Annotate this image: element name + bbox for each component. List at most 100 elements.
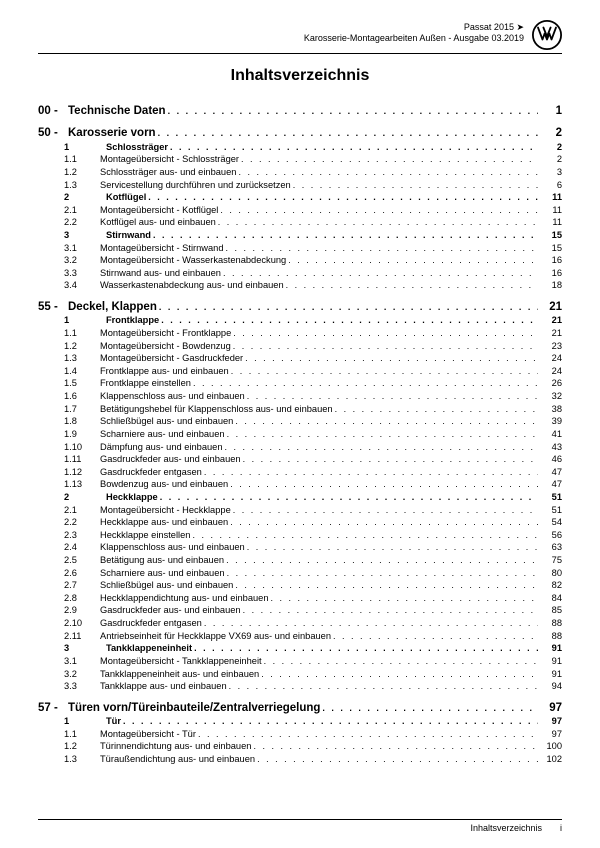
toc-sub-page: 2 [538, 142, 562, 154]
toc-subsub-label: Klappenschloss aus- und einbauen [100, 542, 247, 554]
toc-subsub-label: Tankklappe aus- und einbauen [100, 681, 229, 693]
toc-sub-row: 1Frontklappe21 [38, 315, 562, 327]
toc-subsub-row: 2.2Kotflügel aus- und einbauen11 [38, 217, 562, 229]
toc-dots [225, 442, 539, 453]
toc-subsub-row: 1.3Türaußendichtung aus- und einbauen102 [38, 754, 562, 766]
toc-subsub-num: 2.3 [38, 530, 100, 542]
toc-chapter-num: 50 - [38, 126, 68, 140]
toc-subsub-num: 3.2 [38, 669, 100, 681]
toc-subsub-label: Montageübersicht - Bowdenzug [100, 341, 233, 353]
toc-subsub-label: Gasdruckfeder aus- und einbauen [100, 454, 243, 466]
toc-subsub-row: 1.3Servicestellung durchführen und zurüc… [38, 180, 562, 192]
toc-subsub-num: 3.1 [38, 243, 100, 255]
toc-subsub-row: 1.6Klappenschloss aus- und einbauen32 [38, 391, 562, 403]
toc-subsub-row: 1.10Dämpfung aus- und einbauen43 [38, 442, 562, 454]
toc-subsub-page: 43 [538, 442, 562, 454]
header-model-line: Passat 2015 ➤ [304, 22, 524, 33]
toc-sub-row: 3Stirnwand15 [38, 230, 562, 242]
toc-subsub-num: 2.9 [38, 605, 100, 617]
toc-subsub-label: Stirnwand aus- und einbauen [100, 268, 223, 280]
toc-subsub-num: 2.1 [38, 505, 100, 517]
toc-subsub-row: 2.7Schließbügel aus- und einbauen82 [38, 580, 562, 592]
toc-subsub-num: 1.8 [38, 416, 100, 428]
toc-subsub-num: 1.13 [38, 479, 100, 491]
toc-subsub-label: Montageübersicht - Tankklappeneinheit [100, 656, 264, 668]
toc-subsub-label: Schließbügel aus- und einbauen [100, 416, 235, 428]
toc-sub-row: 2Kotflügel11 [38, 192, 562, 204]
toc-dots [168, 106, 538, 117]
toc-dots [257, 754, 538, 765]
toc-subsub-label: Frontklappe aus- und einbauen [100, 366, 231, 378]
toc-subsub-num: 1.7 [38, 404, 100, 416]
toc-subsub-row: 1.1Montageübersicht - Schlossträger2 [38, 154, 562, 166]
toc-dots [227, 429, 538, 440]
toc-dots [226, 555, 538, 566]
toc-sub-num: 3 [38, 643, 106, 655]
toc-subsub-num: 2.8 [38, 593, 100, 605]
toc-subsub-num: 1.2 [38, 167, 100, 179]
toc-subsub-num: 2.7 [38, 580, 100, 592]
toc-dots [261, 669, 538, 680]
toc-chapter-row: 00 -Technische Daten1 [38, 104, 562, 118]
toc-chapter-page: 21 [538, 300, 562, 314]
toc-subsub-num: 1.2 [38, 741, 100, 753]
toc-dots [333, 631, 538, 642]
toc-subsub-num: 3.1 [38, 656, 100, 668]
toc-chapter-label: Türen vorn/Türeinbauteile/Zentralverrieg… [68, 701, 322, 715]
toc-subsub-page: 16 [538, 255, 562, 267]
toc-sub-row: 3Tankklappeneinheit91 [38, 643, 562, 655]
toc-dots [123, 716, 538, 727]
toc-subsub-label: Montageübersicht - Kotflügel [100, 205, 220, 217]
toc-subsub-page: 82 [538, 580, 562, 592]
toc-subsub-row: 2.6Scharniere aus- und einbauen80 [38, 568, 562, 580]
toc-subsub-row: 1.1Montageübersicht - Frontklappe21 [38, 328, 562, 340]
toc-subsub-row: 2.9Gasdruckfeder aus- und einbauen85 [38, 605, 562, 617]
toc-subsub-page: 2 [538, 154, 562, 166]
toc-chapter-label: Technische Daten [68, 104, 168, 118]
toc-subsub-num: 1.4 [38, 366, 100, 378]
toc-dots [231, 366, 538, 377]
toc-dots [243, 605, 538, 616]
toc-chapter-num: 55 - [38, 300, 68, 314]
toc-subsub-label: Montageübersicht - Gasdruckfeder [100, 353, 245, 365]
toc-subsub-num: 2.11 [38, 631, 100, 643]
toc-subsub-num: 2.2 [38, 517, 100, 529]
toc-sub-label: Kotflügel [106, 192, 148, 204]
toc-subsub-page: 6 [538, 180, 562, 192]
toc-subsub-row: 2.8Heckklappendichtung aus- und einbauen… [38, 593, 562, 605]
toc-dots [218, 217, 538, 228]
toc-subsub-page: 54 [538, 517, 562, 529]
toc-sub-num: 3 [38, 230, 106, 242]
toc-subsub-row: 2.1Montageübersicht - Kotflügel11 [38, 205, 562, 217]
toc-sub-label: Tankklappeneinheit [106, 643, 194, 655]
toc-sub-num: 2 [38, 192, 106, 204]
toc-subsub-page: 23 [538, 341, 562, 353]
toc-subsub-page: 38 [538, 404, 562, 416]
toc-chapter-page: 1 [538, 104, 562, 118]
toc-subsub-num: 2.4 [38, 542, 100, 554]
toc-dots [153, 230, 538, 241]
toc-sub-page: 97 [538, 716, 562, 728]
toc-subsub-label: Tankklappeneinheit aus- und einbauen [100, 669, 261, 681]
toc-subsub-page: 11 [538, 217, 562, 229]
toc-subsub-num: 1.6 [38, 391, 100, 403]
toc-subsub-label: Heckklappe einstellen [100, 530, 192, 542]
toc-subsub-label: Servicestellung durchführen und zurückse… [100, 180, 293, 192]
toc-subsub-label: Scharniere aus- und einbauen [100, 568, 227, 580]
toc-subsub-label: Gasdruckfeder aus- und einbauen [100, 605, 243, 617]
toc-subsub-row: 1.3Montageübersicht - Gasdruckfeder24 [38, 353, 562, 365]
toc-chapter-page: 2 [538, 126, 562, 140]
toc-subsub-label: Gasdruckfeder entgasen [100, 467, 204, 479]
toc-dots [158, 128, 538, 139]
toc-subsub-page: 94 [538, 681, 562, 693]
page-title: Inhaltsverzeichnis [38, 66, 562, 86]
toc-dots [160, 492, 538, 503]
toc-subsub-label: Bowdenzug aus- und einbauen [100, 479, 230, 491]
toc-subsub-label: Gasdruckfeder entgasen [100, 618, 204, 630]
toc-dots [271, 593, 538, 604]
toc-dots [230, 479, 538, 490]
toc-sub-label: Heckklappe [106, 492, 160, 504]
toc-subsub-page: 24 [538, 353, 562, 365]
toc-subsub-row: 1.11Gasdruckfeder aus- und einbauen46 [38, 454, 562, 466]
toc-subsub-row: 3.1Montageübersicht - Stirnwand15 [38, 243, 562, 255]
